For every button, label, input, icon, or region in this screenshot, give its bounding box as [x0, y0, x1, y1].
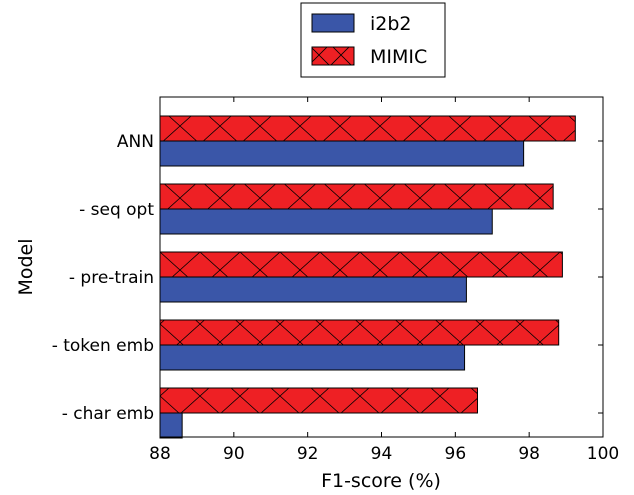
legend-swatch-mimic-hatch [311, 46, 355, 66]
legend-label-mimic: MIMIC [370, 46, 427, 68]
y-axis-title: Model [15, 238, 37, 295]
bar-i2b2-0 [159, 140, 525, 167]
y-tick-label-3: - token emb [52, 336, 154, 356]
x-tick-label-6: 100 [587, 444, 619, 464]
bar-mimic-hatch-1 [160, 184, 554, 209]
legend-label-i2b2: i2b2 [370, 13, 412, 35]
x-tick-label-0: 88 [149, 444, 171, 464]
bar-mimic-hatch-4 [160, 388, 478, 413]
y-tick-label-0: ANN [117, 132, 154, 152]
bar-mimic-hatch-0 [160, 116, 576, 141]
x-tick-label-2: 92 [297, 444, 319, 464]
bars [159, 115, 576, 439]
bar-i2b2-1 [159, 208, 493, 235]
bar-i2b2-3 [159, 344, 466, 371]
legend-swatch-i2b2 [311, 13, 355, 33]
y-axis-ticks: ANN - seq opt - pre-train - token emb - char… [52, 132, 603, 424]
bar-i2b2-4 [159, 412, 183, 439]
x-tick-label-1: 90 [223, 444, 245, 464]
x-tick-label-5: 98 [518, 444, 540, 464]
x-tick-label-3: 94 [371, 444, 393, 464]
x-axis-title: F1-score (%) [321, 470, 441, 492]
y-tick-label-2: - pre-train [69, 268, 154, 288]
bar-mimic-hatch-2 [160, 252, 563, 277]
bar-i2b2-2 [159, 276, 467, 303]
bar-mimic-hatch-3 [160, 320, 559, 345]
y-tick-label-1: - seq opt [79, 200, 154, 220]
y-tick-label-4: - char emb [62, 404, 154, 424]
x-axis-ticks: 88 90 92 94 96 98 100 [149, 97, 619, 464]
x-tick-label-4: 96 [445, 444, 467, 464]
legend: i2b2 MIMIC [300, 2, 446, 78]
